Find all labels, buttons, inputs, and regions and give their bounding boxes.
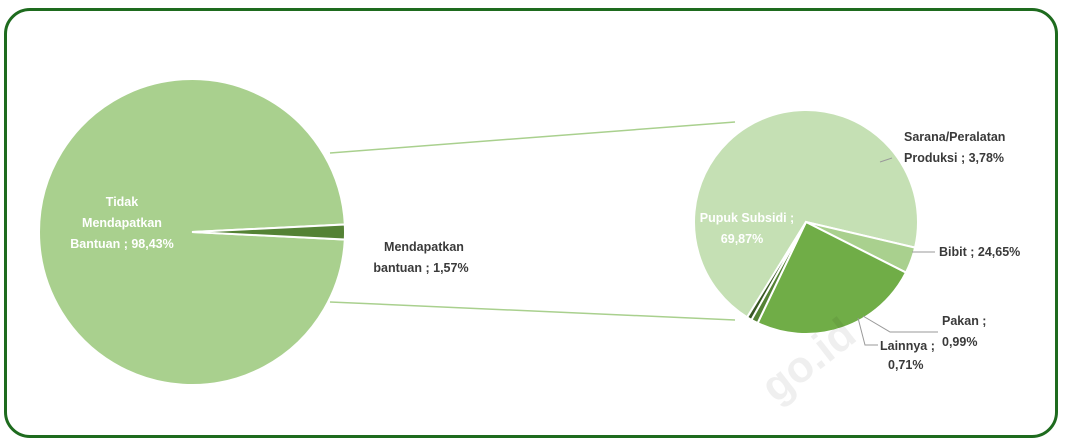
connector-line-top (329, 121, 736, 154)
label-pupuk-line2: 69,87% (721, 232, 763, 246)
label-sarana-line1: Sarana/Peralatan (904, 130, 1005, 144)
label-sarana-line2: Produksi ; 3,78% (904, 151, 1004, 165)
pie-slice-tidak-mendapatkan-bantuan (38, 78, 346, 386)
label-bibit: Bibit ; 24,65% (939, 245, 1020, 259)
label-pakan-line2: 0,99% (942, 335, 977, 349)
leader-lainnya (857, 317, 878, 346)
pie-slice-lainnya (745, 221, 807, 322)
label-pakan-line1: Pakan ; (942, 314, 986, 328)
pie-slice-mendapatkan-bantuan (191, 223, 346, 241)
chart-svg: go.id Tidak Mendapatkan Bantuan ; 98,43%… (38, 78, 1020, 412)
label-mendapat-line1: Mendapatkan (384, 240, 464, 254)
label-lainnya-line2: 0,71% (888, 358, 923, 372)
leader-pakan (862, 315, 938, 333)
label-tidak-line1: Tidak (106, 195, 138, 209)
label-mendapat-line2: bantuan ; 1,57% (373, 261, 468, 275)
pie-slice-bibit (756, 220, 908, 335)
leader-sarana (879, 157, 893, 163)
pie-main (38, 78, 346, 386)
pie-detail (693, 109, 919, 335)
label-pupuk-line1: Pupuk Subsidi ; (700, 211, 794, 225)
connector-line-bottom (329, 301, 736, 321)
label-tidak-line2: Mendapatkan (82, 216, 162, 230)
label-tidak-line3: Bantuan ; 98,43% (70, 237, 174, 251)
pie-slice-pupuk-subsidi (693, 109, 919, 319)
label-lainnya-line1: Lainnya ; (880, 339, 935, 353)
